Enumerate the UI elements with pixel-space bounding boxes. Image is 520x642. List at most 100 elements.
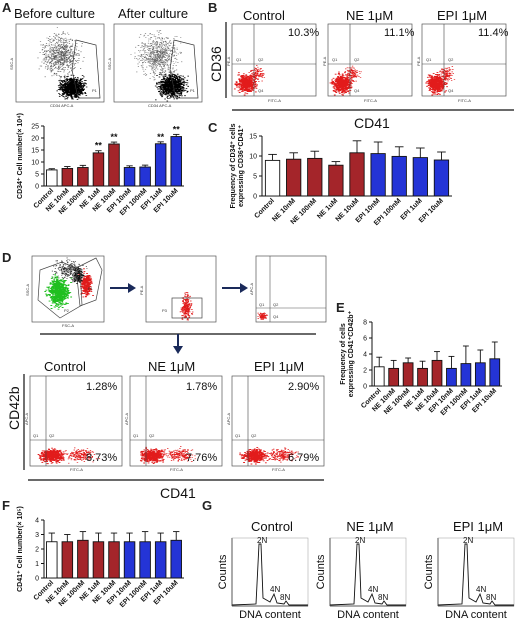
panel-d-gating: P1 P2 SSC-A FSC-A P3 PE-A Q1 Q2 Q4 APC-A…	[6, 255, 327, 501]
b-q4: Q4	[448, 88, 454, 93]
b-q1: Q1	[426, 57, 432, 62]
d-xaxis: FITC-A	[170, 467, 183, 472]
bar	[460, 363, 472, 387]
bar	[286, 158, 302, 197]
bar	[123, 167, 136, 187]
d-percent-lower: 8.73%	[86, 452, 117, 464]
bar	[154, 143, 167, 187]
significance-mark: **	[110, 132, 118, 142]
b-yaxis: PE-A	[322, 56, 327, 66]
panel-a-dotplots: Before culture After culture P1 P1 SSC-A…	[9, 6, 203, 108]
d-q1: Q1	[133, 433, 139, 438]
g-xlabel: DNA content	[239, 609, 301, 621]
b-yaxis: PE-A	[226, 56, 231, 66]
panel-d-letter: D	[2, 250, 11, 265]
y-tick-label: 5	[35, 172, 39, 179]
gate1-p1-label: P1	[88, 286, 94, 291]
y-axis-label: Frequency of CD34⁺ cellsexpressing CD36⁺…	[230, 123, 245, 208]
g-peak-4n: 4N	[270, 585, 280, 594]
event-dots	[130, 30, 183, 81]
y-tick-label: 15	[249, 134, 257, 141]
y-tick-label: 10	[31, 160, 39, 167]
gate1-p1	[75, 257, 103, 307]
g-peak-8n: 8N	[378, 593, 388, 602]
y-tick-label: 0	[35, 184, 39, 191]
panel-a-letter: A	[2, 0, 12, 15]
bar	[46, 169, 58, 187]
g-frame	[329, 537, 407, 607]
y-tick-label: 1	[35, 561, 39, 568]
bar	[370, 153, 386, 197]
event-dots	[37, 27, 85, 82]
gate2-p3	[171, 297, 203, 319]
bar	[433, 159, 450, 197]
panel-g-letter: G	[202, 498, 212, 513]
y-tick-label: 4	[363, 352, 367, 359]
y-tick-label: 2	[35, 547, 39, 554]
before-gate-p1	[71, 39, 101, 99]
bar	[388, 367, 400, 387]
b-xlabel-cd41: CD41	[354, 115, 390, 131]
event-dots	[329, 71, 355, 96]
g-title: NE 1μM	[346, 519, 393, 534]
g-frame	[437, 537, 515, 607]
y-tick-label: 0	[253, 194, 257, 201]
before-gate-label: P1	[92, 88, 98, 93]
gate3-q2: Q2	[273, 302, 279, 307]
bar	[139, 166, 151, 187]
event-dots	[342, 65, 362, 83]
g-peak-4n: 4N	[368, 585, 378, 594]
b-percent: 11.4%	[478, 27, 509, 39]
b-plot-2: 11.4% Q1 Q2 Q4 FITC-A PE-A	[416, 23, 509, 103]
bar	[431, 359, 443, 387]
g-peak-4n: 4N	[476, 585, 486, 594]
event-dots	[37, 447, 66, 465]
y-tick-label: 20	[31, 136, 39, 143]
gate2-p3-label: P3	[162, 308, 168, 313]
b-q4: Q4	[258, 88, 264, 93]
bar	[489, 358, 501, 387]
bar	[61, 168, 74, 187]
b-q2: Q2	[354, 57, 360, 62]
gate1-y: SSC-A	[25, 283, 30, 296]
g-peak-2n: 2N	[463, 536, 473, 545]
b-title-control: Control	[243, 8, 285, 23]
d-plot-0: 1.28% 8.73% Q1 Q2 FITC-A APC-A	[24, 375, 123, 472]
bar	[402, 362, 414, 387]
d-title-control: Control	[44, 359, 86, 374]
d-yaxis: APC-A	[24, 412, 29, 425]
g-histogram-line	[231, 543, 308, 606]
y-tick-label: 15	[31, 148, 39, 155]
g-ylabel: Counts	[217, 554, 229, 589]
g-ylabel: Counts	[315, 554, 327, 589]
gate2-events	[179, 292, 194, 321]
b-q1: Q1	[236, 57, 242, 62]
b-plot-0: 10.3% Q1 Q2 Q4 FITC-A PE-A	[226, 23, 319, 103]
g-peak-8n: 8N	[486, 593, 496, 602]
d-ylabel-cd42b: CD42b	[6, 386, 22, 430]
g-xlabel: DNA content	[337, 609, 399, 621]
y-tick-label: 10	[249, 154, 257, 161]
g-histogram-line	[329, 543, 406, 606]
bar	[170, 539, 182, 579]
bar	[108, 143, 120, 187]
d-xlabel-cd41: CD41	[160, 485, 196, 501]
panel-c-letter: C	[208, 120, 218, 135]
g-frame	[231, 537, 309, 607]
d-yaxis: APC-A	[226, 412, 231, 425]
g-peak-8n: 8N	[280, 593, 290, 602]
gate1-p2	[37, 261, 83, 319]
bar	[373, 366, 385, 387]
before-culture-title: Before culture	[14, 6, 95, 21]
before-xaxis-label: CD34 APC-A	[50, 103, 74, 108]
bar	[61, 541, 74, 579]
bar	[46, 541, 58, 579]
event-dots	[78, 268, 94, 298]
panel-b-flow: Control NE 1μM EPI 1μM CD36 10.3% Q1 Q2 Q4 F…	[208, 8, 514, 131]
b-q2: Q2	[448, 57, 454, 62]
bar	[328, 164, 344, 197]
